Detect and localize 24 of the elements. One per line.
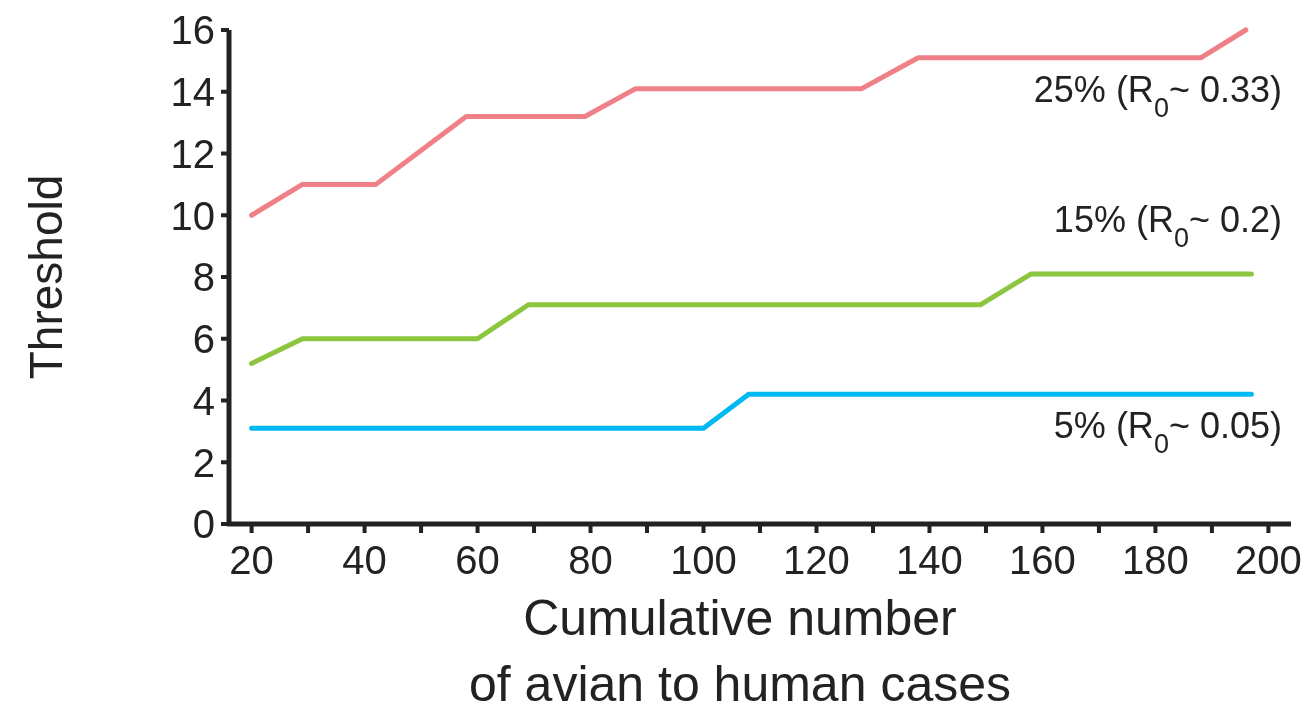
- x-tick-label: 60: [455, 538, 500, 582]
- y-tick-label: 12: [170, 131, 215, 176]
- x-tick-label: 80: [568, 538, 613, 582]
- y-tick-label: 4: [192, 378, 215, 423]
- x-tick-label: 160: [1009, 538, 1076, 582]
- y-tick-label: 8: [192, 255, 215, 300]
- series-label: 15% (R$_{0}$~ 0.2): [1053, 198, 1282, 253]
- x-tick-label: 140: [896, 538, 963, 582]
- series-label: 5% (R$_{0}$~ 0.05): [1053, 405, 1282, 460]
- y-tick-label: 16: [170, 8, 215, 53]
- x-axis-title: Cumulative number of avian to human cases: [469, 590, 1011, 712]
- x-tick-label: 120: [783, 538, 850, 582]
- x-tick-label: 100: [670, 538, 737, 582]
- y-tick-label: 14: [170, 70, 215, 115]
- x-tick-label: 200: [1235, 538, 1302, 582]
- x-tick-label: 20: [229, 538, 274, 582]
- series-label: 25% (R$_{0}$~ 0.33): [1033, 68, 1282, 123]
- y-axis-title: Threshold: [20, 174, 72, 380]
- y-tick-label: 0: [192, 502, 215, 547]
- x-tick-label: 40: [342, 538, 387, 582]
- y-tick-label: 6: [192, 317, 215, 362]
- y-tick-label: 10: [170, 193, 215, 238]
- x-tick-label: 180: [1122, 538, 1189, 582]
- y-tick-label: 2: [192, 440, 215, 485]
